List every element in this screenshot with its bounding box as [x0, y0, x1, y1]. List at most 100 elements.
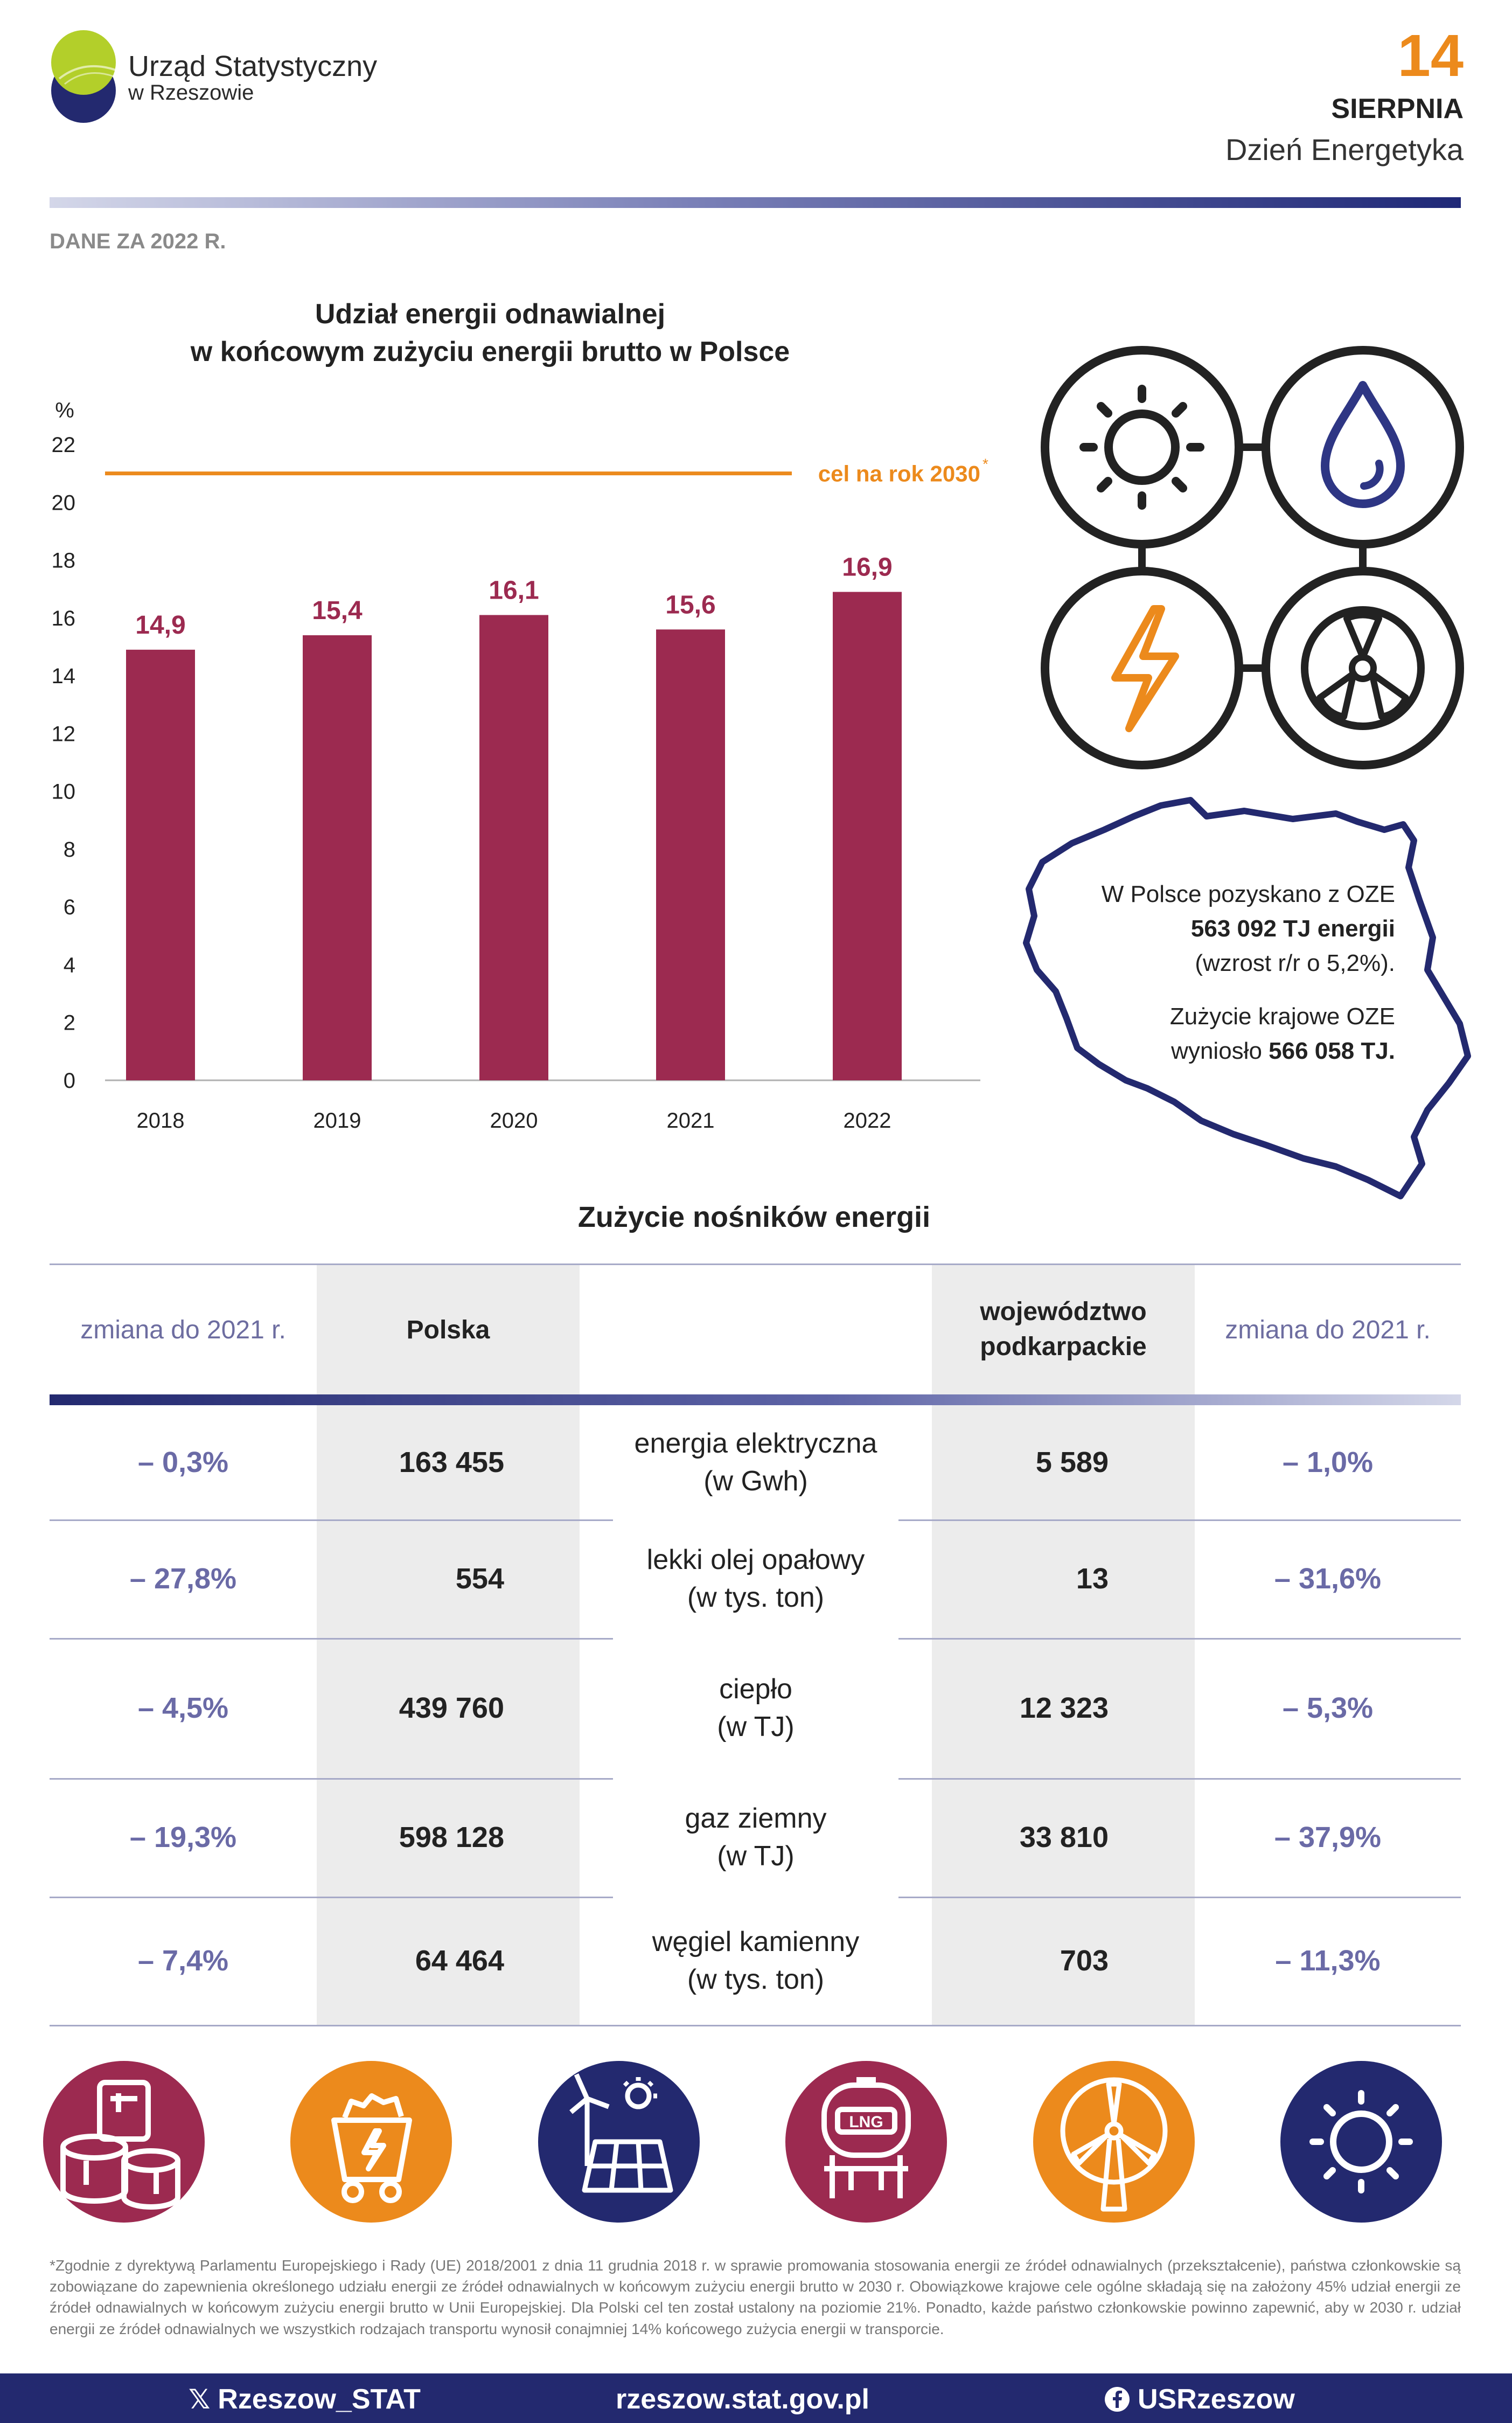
- bar-value-label: 15,6: [665, 591, 715, 619]
- change-polska: – 27,8%: [129, 1563, 237, 1595]
- footer-bar: 𝕏 Rzeszow_STAT rzeszow.stat.gov.pl USRze…: [0, 2373, 1512, 2423]
- footer-facebook-link[interactable]: USRzeszow: [1104, 2383, 1295, 2415]
- row-divider: [898, 1638, 1461, 1640]
- row-divider: [898, 1778, 1461, 1780]
- change-polska: – 0,3%: [137, 1446, 229, 1478]
- value-woj: 5 589: [1035, 1446, 1109, 1478]
- header-polska: Polska: [406, 1315, 490, 1344]
- change-woj: – 37,9%: [1274, 1821, 1382, 1853]
- row-divider: [50, 1778, 613, 1780]
- carrier-name: gaz ziemny: [685, 1802, 827, 1834]
- change-woj: – 1,0%: [1282, 1446, 1374, 1478]
- bar-value-label: 16,9: [842, 553, 892, 582]
- x-tick-label: 2022: [844, 1109, 891, 1133]
- header-divider: [50, 197, 1461, 208]
- y-tick-label: 2: [64, 1011, 75, 1035]
- x-tick-label: 2019: [313, 1109, 361, 1133]
- oze-info: W Polsce pozyskano z OZE 563 092 TJ ener…: [1040, 877, 1395, 1068]
- y-tick-label: 12: [52, 722, 76, 746]
- oze-line3: (wzrost r/r o 5,2%).: [1195, 949, 1395, 976]
- table-header-divider: [50, 1394, 1461, 1405]
- value-polska: 163 455: [399, 1446, 504, 1478]
- carrier-name: energia elektryczna: [634, 1427, 877, 1459]
- logo-name: Urząd Statystyczny: [128, 50, 378, 82]
- y-tick-label: 18: [52, 549, 76, 573]
- y-tick-label: 20: [52, 491, 76, 515]
- header-woj: województwo podkarpackie: [980, 1297, 1147, 1361]
- oze-line5: wyniosło 566 058 TJ.: [1171, 1038, 1395, 1065]
- lightning-icon: [1041, 567, 1243, 769]
- energy-carrier: gaz ziemny (w TJ): [580, 1778, 932, 1897]
- chart-title-line1: Udział energii odnawialnej: [315, 298, 666, 330]
- date-month: SIERPNIA: [1331, 93, 1464, 124]
- value-woj: 703: [1060, 1945, 1109, 1977]
- value-woj: 13: [1076, 1563, 1109, 1595]
- carrier-name: ciepło: [719, 1673, 792, 1705]
- change-polska: – 19,3%: [129, 1821, 237, 1853]
- poland-map-icon: [1023, 797, 1471, 1199]
- website: rzeszow.stat.gov.pl: [616, 2384, 869, 2415]
- chart-title: Udział energii odnawialnej w końcowym zu…: [81, 295, 900, 371]
- change-polska: – 4,5%: [137, 1692, 229, 1724]
- change-woj: – 11,3%: [1275, 1945, 1381, 1977]
- change-woj: – 31,6%: [1274, 1563, 1382, 1595]
- y-tick-label: 14: [52, 664, 76, 688]
- y-tick-label: 0: [64, 1069, 75, 1093]
- logo-city: w Rzeszowie: [128, 81, 254, 105]
- value-polska: 598 128: [399, 1821, 504, 1853]
- sun-icon: [1280, 2061, 1442, 2223]
- facebook-icon: [1105, 2387, 1130, 2412]
- table-top-line: [50, 1263, 1461, 1265]
- carrier-name: lekki olej opałowy: [646, 1544, 865, 1575]
- carrier-unit: (w tys. ton): [687, 1964, 825, 1995]
- y-tick-label: 6: [64, 895, 75, 919]
- target-marker: *: [983, 456, 988, 473]
- sun-icon: [1041, 346, 1243, 549]
- y-tick-label: 16: [52, 607, 76, 630]
- carrier-name: węgiel kamienny: [652, 1926, 860, 1957]
- footer-website-link[interactable]: rzeszow.stat.gov.pl: [616, 2383, 869, 2415]
- footer-x-link[interactable]: 𝕏 Rzeszow_STAT: [189, 2383, 421, 2415]
- bar: [656, 629, 725, 1080]
- value-polska: 64 464: [415, 1945, 504, 1977]
- lng-label: LNG: [849, 2113, 883, 2131]
- row-divider: [898, 1519, 1461, 1521]
- energy-carrier: energia elektryczna (w Gwh): [580, 1405, 932, 1519]
- x-tick-label: 2021: [667, 1109, 715, 1133]
- logo-icon: [51, 30, 116, 123]
- y-tick-label: 8: [64, 838, 75, 862]
- row-divider: [50, 1897, 613, 1898]
- x-tick-label: 2020: [490, 1109, 538, 1133]
- bar: [126, 649, 195, 1080]
- carrier-unit: (w tys. ton): [687, 1582, 825, 1613]
- value-woj: 33 810: [1019, 1821, 1109, 1853]
- value-polska: 439 760: [399, 1692, 504, 1724]
- y-tick-label: 10: [52, 780, 76, 804]
- water-drop-icon: [1262, 346, 1464, 549]
- x-handle: Rzeszow_STAT: [218, 2384, 421, 2415]
- energy-carrier: lekki olej opałowy (w tys. ton): [580, 1519, 932, 1638]
- header-change-left: zmiana do 2021 r.: [80, 1315, 286, 1344]
- row-divider: [50, 1519, 613, 1521]
- bar-value-label: 15,4: [312, 596, 363, 625]
- lng-tank-icon: LNG: [785, 2061, 947, 2223]
- renewable-solar-wind-icon: [538, 2061, 700, 2223]
- data-year: DANE ZA 2022 R.: [50, 230, 226, 253]
- bar: [833, 592, 902, 1080]
- fb-handle: USRzeszow: [1138, 2384, 1295, 2415]
- polska-column-bg: [317, 1265, 580, 2025]
- carrier-unit: (w TJ): [717, 1841, 795, 1872]
- footnote: *Zgodnie z dyrektywą Parlamentu Europejs…: [50, 2257, 1461, 2337]
- coal-cart-icon: [290, 2061, 452, 2223]
- chart-title-line2: w końcowym zużyciu energii brutto w Pols…: [190, 336, 790, 368]
- bar: [303, 635, 372, 1080]
- oze-line4: Zużycie krajowe OZE: [1169, 1003, 1395, 1030]
- y-axis-unit: %: [55, 399, 74, 422]
- carrier-unit: (w TJ): [717, 1711, 795, 1742]
- date-day: 14: [1397, 23, 1464, 89]
- table-title: Zużycie nośników energii: [577, 1201, 931, 1233]
- target-label: cel na rok 2030: [818, 461, 980, 487]
- change-polska: – 7,4%: [137, 1945, 229, 1977]
- bar: [479, 615, 548, 1080]
